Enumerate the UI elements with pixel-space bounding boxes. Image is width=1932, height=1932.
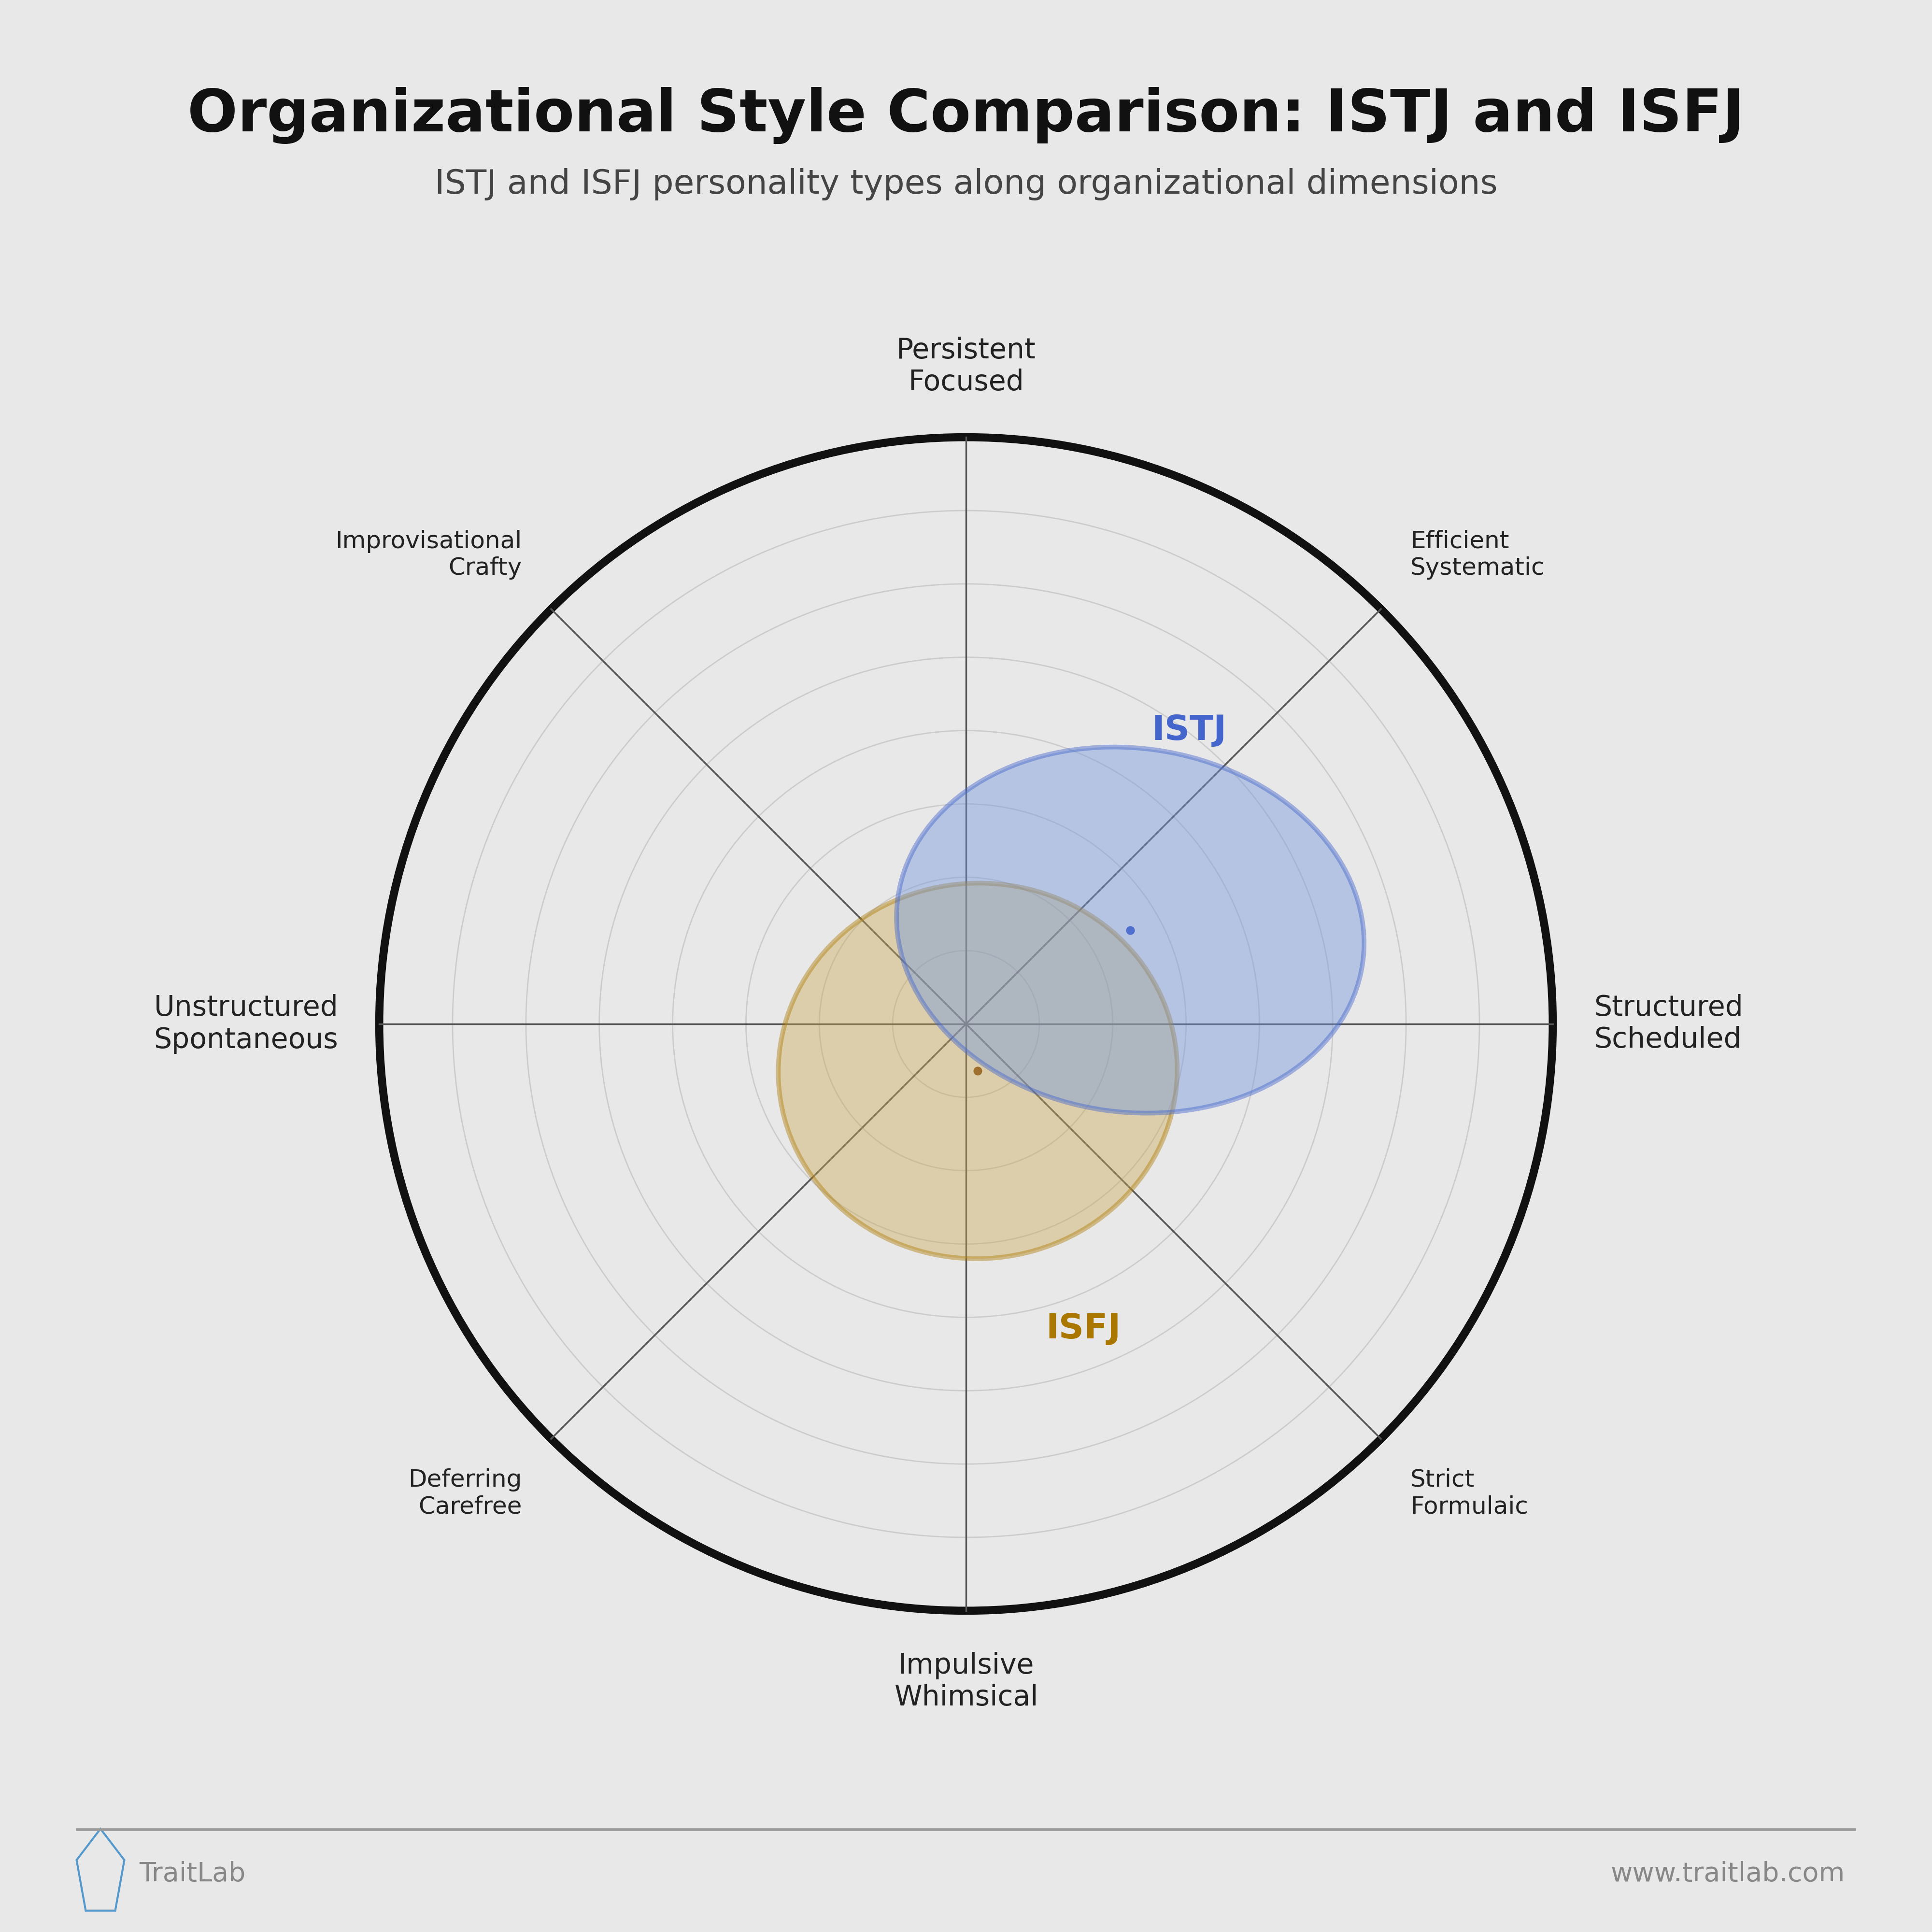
Text: Organizational Style Comparison: ISTJ and ISFJ: Organizational Style Comparison: ISTJ an… [187, 87, 1745, 145]
Text: Deferring
Carefree: Deferring Carefree [408, 1468, 522, 1519]
Text: TraitLab: TraitLab [139, 1861, 245, 1888]
Text: Strict
Formulaic: Strict Formulaic [1410, 1468, 1528, 1519]
Text: ISTJ and ISFJ personality types along organizational dimensions: ISTJ and ISFJ personality types along or… [435, 168, 1497, 201]
Text: Efficient
Systematic: Efficient Systematic [1410, 529, 1546, 580]
Text: ISTJ: ISTJ [1151, 715, 1227, 748]
Ellipse shape [896, 748, 1364, 1113]
Text: Unstructured
Spontaneous: Unstructured Spontaneous [155, 995, 338, 1053]
Text: Impulsive
Whimsical: Impulsive Whimsical [895, 1652, 1037, 1712]
Text: Persistent
Focused: Persistent Focused [896, 336, 1036, 396]
Text: ISFJ: ISFJ [1045, 1312, 1121, 1347]
Text: Structured
Scheduled: Structured Scheduled [1594, 995, 1743, 1053]
Text: Improvisational
Crafty: Improvisational Crafty [336, 529, 522, 580]
Ellipse shape [779, 883, 1177, 1258]
Text: www.traitlab.com: www.traitlab.com [1611, 1861, 1845, 1888]
